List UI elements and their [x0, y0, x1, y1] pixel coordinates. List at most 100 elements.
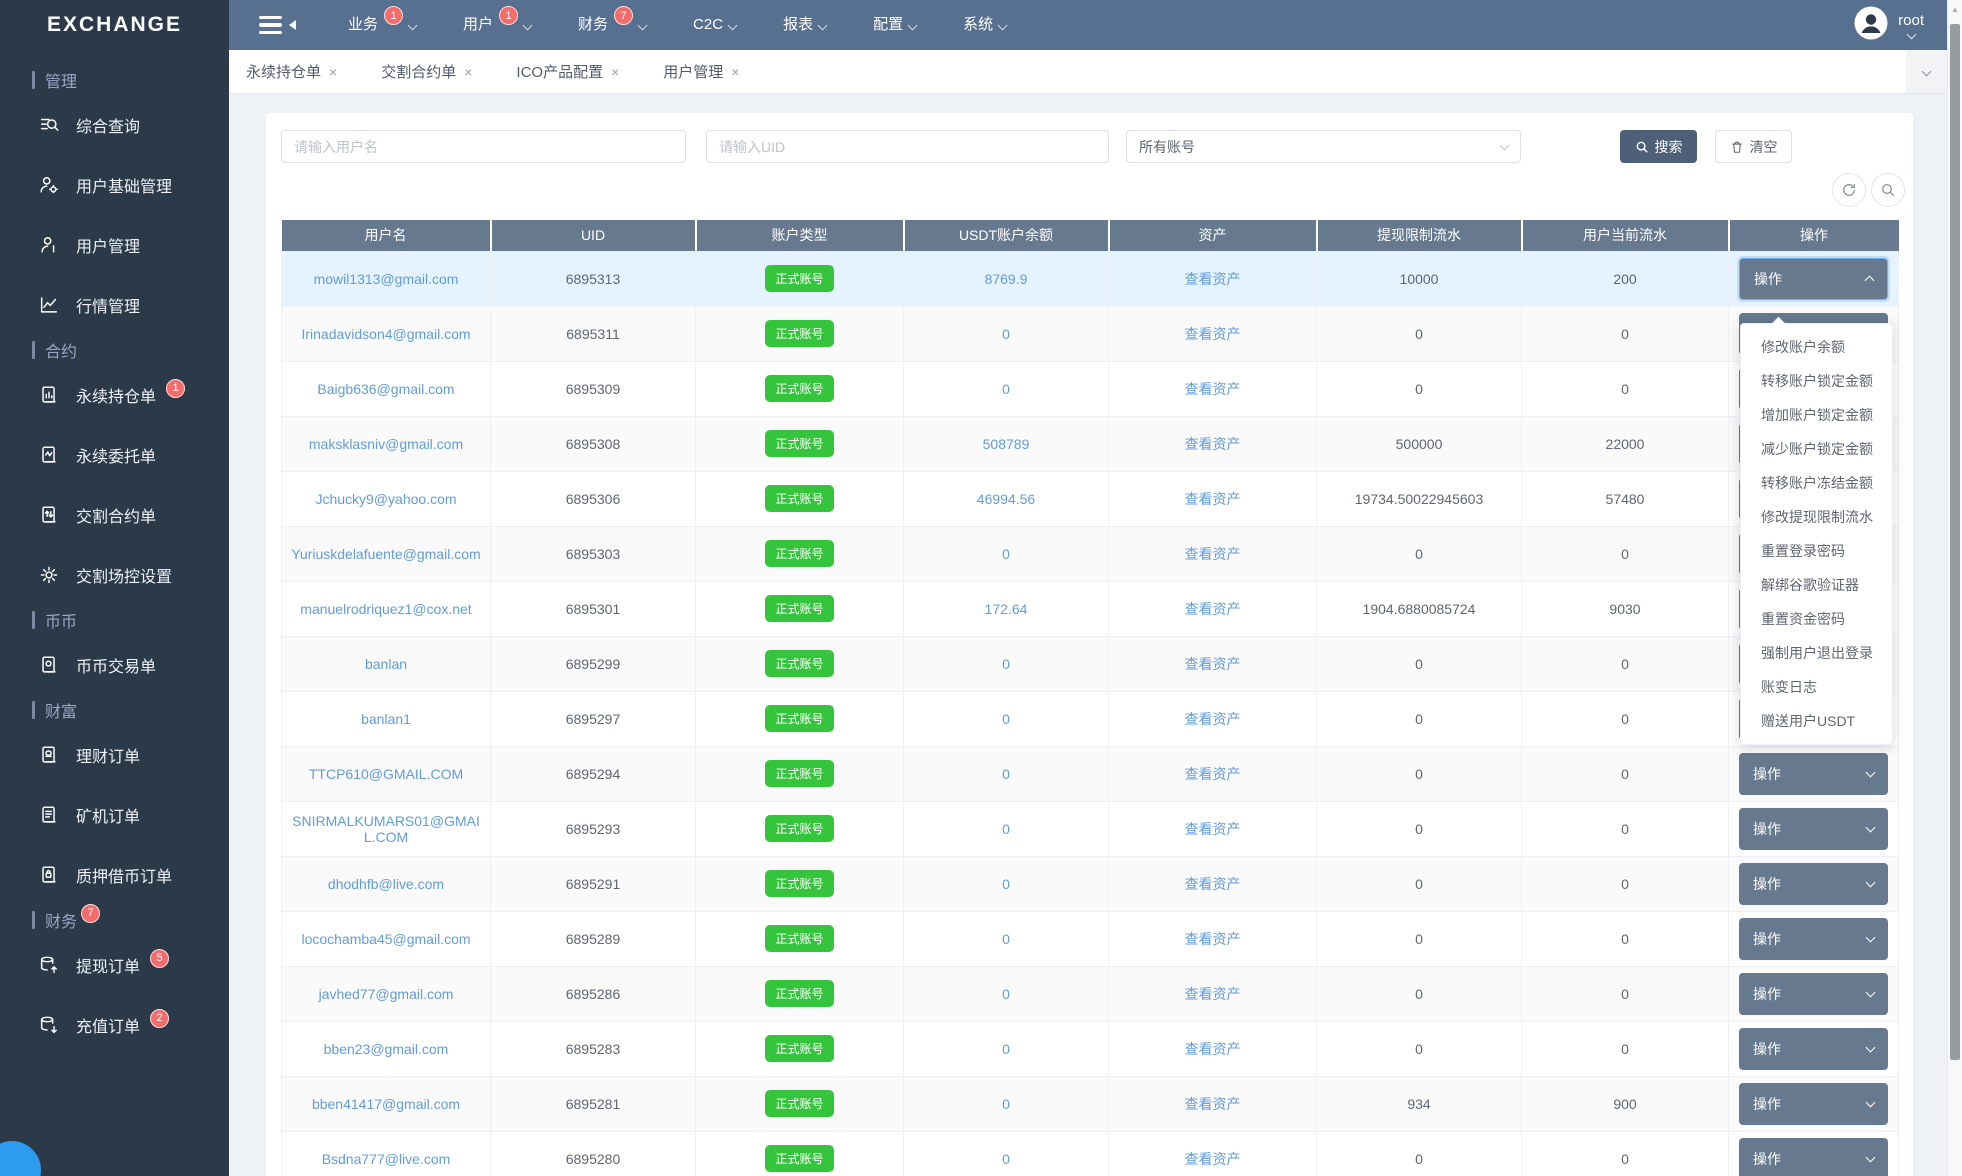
- user-email-link[interactable]: TTCP610@GMAIL.COM: [309, 766, 463, 782]
- usdt-balance-link[interactable]: 0: [1002, 656, 1010, 672]
- action-button[interactable]: 操作: [1739, 753, 1888, 795]
- view-assets-link[interactable]: 查看资产: [1185, 381, 1241, 397]
- usdt-balance-link[interactable]: 0: [1002, 711, 1010, 727]
- user-email-link[interactable]: bben41417@gmail.com: [312, 1096, 460, 1112]
- user-email-link[interactable]: Bsdna777@live.com: [322, 1151, 451, 1167]
- sidebar-item-充值订单[interactable]: 充值订单2: [0, 995, 229, 1055]
- tab-永续持仓单[interactable]: 永续持仓单×: [246, 61, 337, 82]
- nav-menu-用户[interactable]: 用户1: [463, 14, 531, 36]
- user-email-link[interactable]: javhed77@gmail.com: [319, 986, 454, 1002]
- action-button[interactable]: 操作: [1739, 808, 1888, 850]
- sidebar-item-综合查询[interactable]: 综合查询: [0, 95, 229, 155]
- sidebar-item-质押借币订单[interactable]: 质押借币订单: [0, 845, 229, 905]
- tab-交割合约单[interactable]: 交割合约单×: [381, 61, 472, 82]
- refresh-button[interactable]: [1832, 173, 1866, 207]
- view-assets-link[interactable]: 查看资产: [1185, 546, 1241, 562]
- user-email-link[interactable]: locochamba45@gmail.com: [301, 931, 470, 947]
- view-assets-link[interactable]: 查看资产: [1185, 1151, 1241, 1167]
- action-button[interactable]: 操作: [1739, 1083, 1888, 1125]
- sidebar-item-用户管理[interactable]: 用户管理: [0, 215, 229, 275]
- action-menu-item[interactable]: 解绑谷歌验证器: [1741, 568, 1892, 602]
- usdt-balance-link[interactable]: 0: [1002, 381, 1010, 397]
- view-assets-link[interactable]: 查看资产: [1185, 326, 1241, 342]
- zoom-button[interactable]: [1871, 173, 1905, 207]
- view-assets-link[interactable]: 查看资产: [1185, 876, 1241, 892]
- usdt-balance-link[interactable]: 0: [1002, 876, 1010, 892]
- action-menu-item[interactable]: 转移账户锁定金额: [1741, 364, 1892, 398]
- action-menu-item[interactable]: 增加账户锁定金额: [1741, 398, 1892, 432]
- tab-close-icon[interactable]: ×: [329, 64, 337, 80]
- sidebar-item-用户基础管理[interactable]: 用户基础管理: [0, 155, 229, 215]
- scrollbar-up-arrow-icon[interactable]: ▲: [1948, 5, 1962, 14]
- usdt-balance-link[interactable]: 8769.9: [985, 271, 1028, 287]
- usdt-balance-link[interactable]: 172.64: [985, 601, 1028, 617]
- view-assets-link[interactable]: 查看资产: [1185, 821, 1241, 837]
- view-assets-link[interactable]: 查看资产: [1185, 931, 1241, 947]
- action-button[interactable]: 操作: [1739, 918, 1888, 960]
- view-assets-link[interactable]: 查看资产: [1185, 986, 1241, 1002]
- action-menu-item[interactable]: 转移账户冻结金额: [1741, 466, 1892, 500]
- action-menu-item[interactable]: 账变日志: [1741, 670, 1892, 704]
- usdt-balance-link[interactable]: 0: [1002, 546, 1010, 562]
- view-assets-link[interactable]: 查看资产: [1185, 711, 1241, 727]
- sidebar-item-理财订单[interactable]: 理财订单: [0, 725, 229, 785]
- action-button[interactable]: 操作: [1739, 258, 1888, 300]
- usdt-balance-link[interactable]: 0: [1002, 1041, 1010, 1057]
- usdt-balance-link[interactable]: 46994.56: [977, 491, 1035, 507]
- account-type-select[interactable]: 所有账号: [1126, 130, 1521, 163]
- usdt-balance-link[interactable]: 508789: [983, 436, 1030, 452]
- sidebar-collapse-button[interactable]: [259, 16, 296, 35]
- view-assets-link[interactable]: 查看资产: [1185, 656, 1241, 672]
- nav-menu-报表[interactable]: 报表: [783, 14, 826, 36]
- tab-用户管理[interactable]: 用户管理×: [663, 61, 739, 82]
- sidebar-item-矿机订单[interactable]: 矿机订单: [0, 785, 229, 845]
- action-button[interactable]: 操作: [1739, 973, 1888, 1015]
- user-area[interactable]: root: [1853, 0, 1924, 50]
- view-assets-link[interactable]: 查看资产: [1185, 1041, 1241, 1057]
- usdt-balance-link[interactable]: 0: [1002, 766, 1010, 782]
- user-email-link[interactable]: Jchucky9@yahoo.com: [315, 491, 456, 507]
- view-assets-link[interactable]: 查看资产: [1185, 1096, 1241, 1112]
- user-email-link[interactable]: Baigb636@gmail.com: [317, 381, 454, 397]
- nav-menu-C2C[interactable]: C2C: [693, 14, 736, 36]
- tab-ICO产品配置[interactable]: ICO产品配置×: [516, 61, 619, 82]
- tab-close-icon[interactable]: ×: [464, 64, 472, 80]
- user-email-link[interactable]: manuelrodriquez1@cox.net: [300, 601, 471, 617]
- nav-menu-配置[interactable]: 配置: [873, 14, 916, 36]
- user-email-link[interactable]: Yuriuskdelafuente@gmail.com: [291, 546, 480, 562]
- tab-overflow-button[interactable]: [1906, 50, 1947, 93]
- action-button[interactable]: 操作: [1739, 863, 1888, 905]
- action-menu-item[interactable]: 减少账户锁定金额: [1741, 432, 1892, 466]
- tab-close-icon[interactable]: ×: [731, 64, 739, 80]
- view-assets-link[interactable]: 查看资产: [1185, 601, 1241, 617]
- uid-search-input[interactable]: [706, 130, 1109, 163]
- action-menu-item[interactable]: 修改账户余额: [1741, 330, 1892, 364]
- search-button[interactable]: 搜索: [1620, 130, 1697, 163]
- usdt-balance-link[interactable]: 0: [1002, 1096, 1010, 1112]
- user-email-link[interactable]: mowil1313@gmail.com: [314, 271, 459, 287]
- sidebar-item-永续持仓单[interactable]: 永续持仓单1: [0, 365, 229, 425]
- action-menu-item[interactable]: 强制用户退出登录: [1741, 636, 1892, 670]
- usdt-balance-link[interactable]: 0: [1002, 326, 1010, 342]
- user-email-link[interactable]: Irinadavidson4@gmail.com: [301, 326, 470, 342]
- action-menu-item[interactable]: 赠送用户USDT: [1741, 704, 1892, 738]
- usdt-balance-link[interactable]: 0: [1002, 986, 1010, 1002]
- sidebar-item-行情管理[interactable]: 行情管理: [0, 275, 229, 335]
- usdt-balance-link[interactable]: 0: [1002, 931, 1010, 947]
- view-assets-link[interactable]: 查看资产: [1185, 766, 1241, 782]
- action-menu-item[interactable]: 修改提现限制流水: [1741, 500, 1892, 534]
- user-email-link[interactable]: SNIRMALKUMARS01@GMAIL.COM: [292, 813, 480, 845]
- nav-menu-财务[interactable]: 财务7: [578, 14, 646, 36]
- user-email-link[interactable]: dhodhfb@live.com: [328, 876, 444, 892]
- tab-close-icon[interactable]: ×: [611, 64, 619, 80]
- usdt-balance-link[interactable]: 0: [1002, 821, 1010, 837]
- action-button[interactable]: 操作: [1739, 1028, 1888, 1070]
- sidebar-item-提现订单[interactable]: 提现订单5: [0, 935, 229, 995]
- user-email-link[interactable]: maksklasniv@gmail.com: [309, 436, 463, 452]
- nav-menu-系统[interactable]: 系统: [963, 14, 1006, 36]
- usdt-balance-link[interactable]: 0: [1002, 1151, 1010, 1167]
- sidebar-item-币币交易单[interactable]: 币币交易单: [0, 635, 229, 695]
- view-assets-link[interactable]: 查看资产: [1185, 271, 1241, 287]
- username-search-input[interactable]: [281, 130, 686, 163]
- sidebar-item-交割场控设置[interactable]: 交割场控设置: [0, 545, 229, 605]
